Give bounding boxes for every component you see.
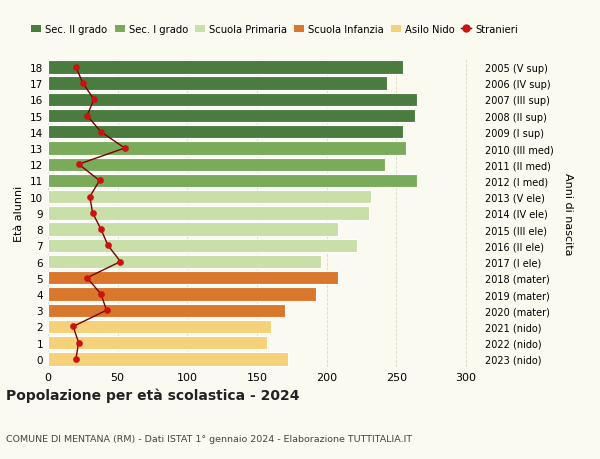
- Text: COMUNE DI MENTANA (RM) - Dati ISTAT 1° gennaio 2024 - Elaborazione TUTTITALIA.IT: COMUNE DI MENTANA (RM) - Dati ISTAT 1° g…: [6, 434, 412, 442]
- Bar: [48, 142, 406, 155]
- Bar: [48, 336, 267, 350]
- Bar: [48, 353, 287, 366]
- Bar: [48, 239, 358, 252]
- Bar: [48, 288, 316, 301]
- Bar: [48, 174, 417, 188]
- Bar: [48, 77, 386, 90]
- Bar: [48, 94, 417, 107]
- Bar: [48, 223, 338, 236]
- Bar: [48, 320, 271, 333]
- Bar: [48, 126, 403, 139]
- Bar: [48, 61, 403, 74]
- Y-axis label: Età alunni: Età alunni: [14, 185, 25, 241]
- Bar: [48, 207, 368, 220]
- Bar: [48, 110, 415, 123]
- Bar: [48, 272, 338, 285]
- Y-axis label: Anni di nascita: Anni di nascita: [563, 172, 573, 255]
- Bar: [48, 255, 321, 269]
- Bar: [48, 158, 385, 172]
- Legend: Sec. II grado, Sec. I grado, Scuola Primaria, Scuola Infanzia, Asilo Nido, Stran: Sec. II grado, Sec. I grado, Scuola Prim…: [31, 25, 518, 35]
- Bar: [48, 304, 285, 317]
- Bar: [48, 190, 371, 204]
- Text: Popolazione per età scolastica - 2024: Popolazione per età scolastica - 2024: [6, 388, 299, 403]
